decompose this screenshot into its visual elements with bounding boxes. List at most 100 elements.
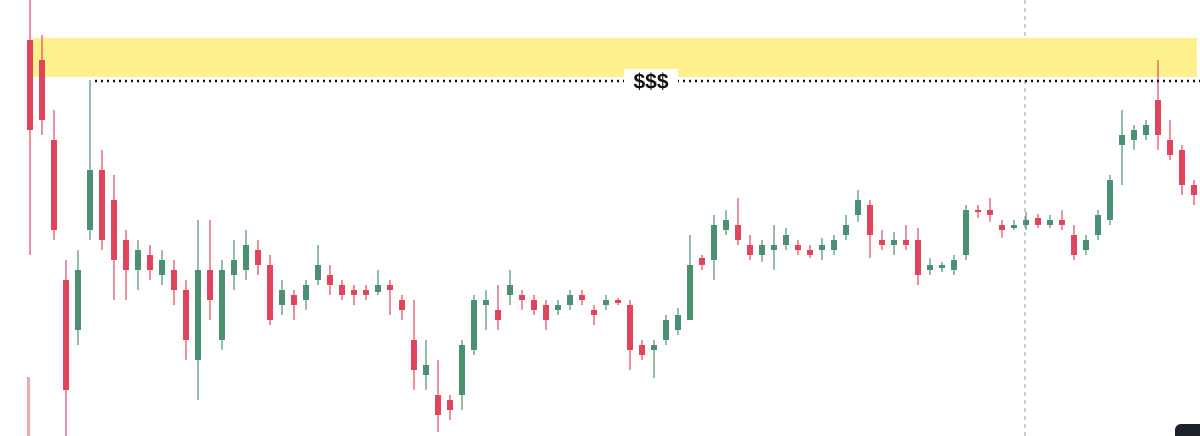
candle-body — [459, 345, 465, 395]
candle-body — [399, 300, 405, 310]
candle-body — [1143, 125, 1149, 135]
candle-body — [927, 265, 933, 270]
level-label: $$$ — [633, 71, 668, 94]
candle-body — [147, 255, 153, 270]
candle-body — [615, 300, 621, 303]
candle-body — [51, 140, 57, 230]
candle-body — [195, 270, 201, 360]
candle-body — [795, 245, 801, 250]
candle-body — [675, 315, 681, 330]
candle-body — [807, 250, 813, 255]
candle-body — [351, 290, 357, 295]
candle-body — [1107, 180, 1113, 220]
candle-body — [1119, 135, 1125, 145]
candle-body — [243, 245, 249, 270]
candle-body — [279, 290, 285, 305]
candle-body — [327, 275, 333, 285]
candle-body — [591, 310, 597, 315]
candle-body — [63, 280, 69, 390]
candle-body — [651, 345, 657, 350]
candle-body — [759, 245, 765, 255]
candle-body — [255, 250, 261, 265]
candle-body — [1023, 220, 1029, 225]
candle-body — [495, 310, 501, 320]
candle-body — [555, 305, 561, 310]
candle-body — [135, 250, 141, 270]
candle-body — [903, 240, 909, 245]
supply-zone — [33, 38, 1197, 77]
candle-body — [663, 320, 669, 340]
candle-body — [99, 170, 105, 240]
candle-body — [291, 295, 297, 305]
label-background — [624, 69, 678, 93]
candle-body — [507, 285, 513, 295]
candle-body — [1035, 218, 1041, 225]
candle-body — [987, 210, 993, 215]
candle-body — [627, 305, 633, 350]
candle-body — [27, 40, 33, 130]
candle-body — [411, 340, 417, 370]
candle-body — [219, 270, 225, 340]
candle-body — [843, 225, 849, 235]
candle-body — [879, 240, 885, 245]
candle-body — [975, 210, 981, 212]
candle-body — [603, 300, 609, 305]
corner-button[interactable] — [1175, 424, 1200, 436]
candle-body — [567, 295, 573, 305]
candle-body — [1047, 220, 1053, 225]
candle-body — [207, 270, 213, 300]
candle-body — [87, 170, 93, 230]
candle-body — [339, 285, 345, 295]
candle-body — [831, 240, 837, 250]
candle-body — [447, 400, 453, 410]
candle-body — [735, 225, 741, 240]
candle-body — [963, 210, 969, 255]
candle-body — [1131, 130, 1137, 140]
candle-body — [303, 285, 309, 300]
candle-body — [267, 265, 273, 320]
candle-body — [939, 265, 945, 268]
candle-body — [855, 200, 861, 215]
candle-body — [951, 260, 957, 270]
candle-body — [1155, 100, 1161, 135]
candle-body — [1011, 225, 1017, 228]
candle-body — [375, 285, 381, 292]
candle-body — [1083, 240, 1089, 250]
candle-body — [867, 205, 873, 235]
candle-body — [819, 245, 825, 250]
candle-body — [123, 240, 129, 270]
candle-body — [579, 295, 585, 300]
candle-body — [783, 235, 789, 245]
candle-body — [999, 225, 1005, 230]
candle-body — [1179, 150, 1185, 185]
candle-body — [159, 260, 165, 275]
candle-body — [531, 300, 537, 310]
candle-body — [1059, 220, 1065, 225]
candle-body — [183, 290, 189, 340]
candle-body — [639, 345, 645, 355]
candle-body — [387, 285, 393, 290]
candle-body — [315, 265, 321, 280]
candle-body — [687, 265, 693, 320]
candle-body — [747, 245, 753, 255]
candle-body — [891, 240, 897, 245]
candle-body — [1071, 235, 1077, 255]
candle-body — [771, 245, 777, 250]
candle-body — [171, 270, 177, 290]
candle-body — [711, 225, 717, 260]
candle-body — [1167, 140, 1173, 155]
candle-body — [435, 395, 441, 415]
candle-body — [699, 258, 705, 265]
candle-body — [915, 240, 921, 275]
volume-bar — [27, 377, 30, 436]
candle-body — [519, 295, 525, 300]
candle-body — [111, 200, 117, 260]
candle-body — [483, 300, 489, 305]
candle-body — [1095, 215, 1101, 235]
candle-body — [723, 220, 729, 230]
candle-body — [231, 260, 237, 275]
candle-body — [39, 60, 45, 120]
candle-body — [363, 290, 369, 295]
